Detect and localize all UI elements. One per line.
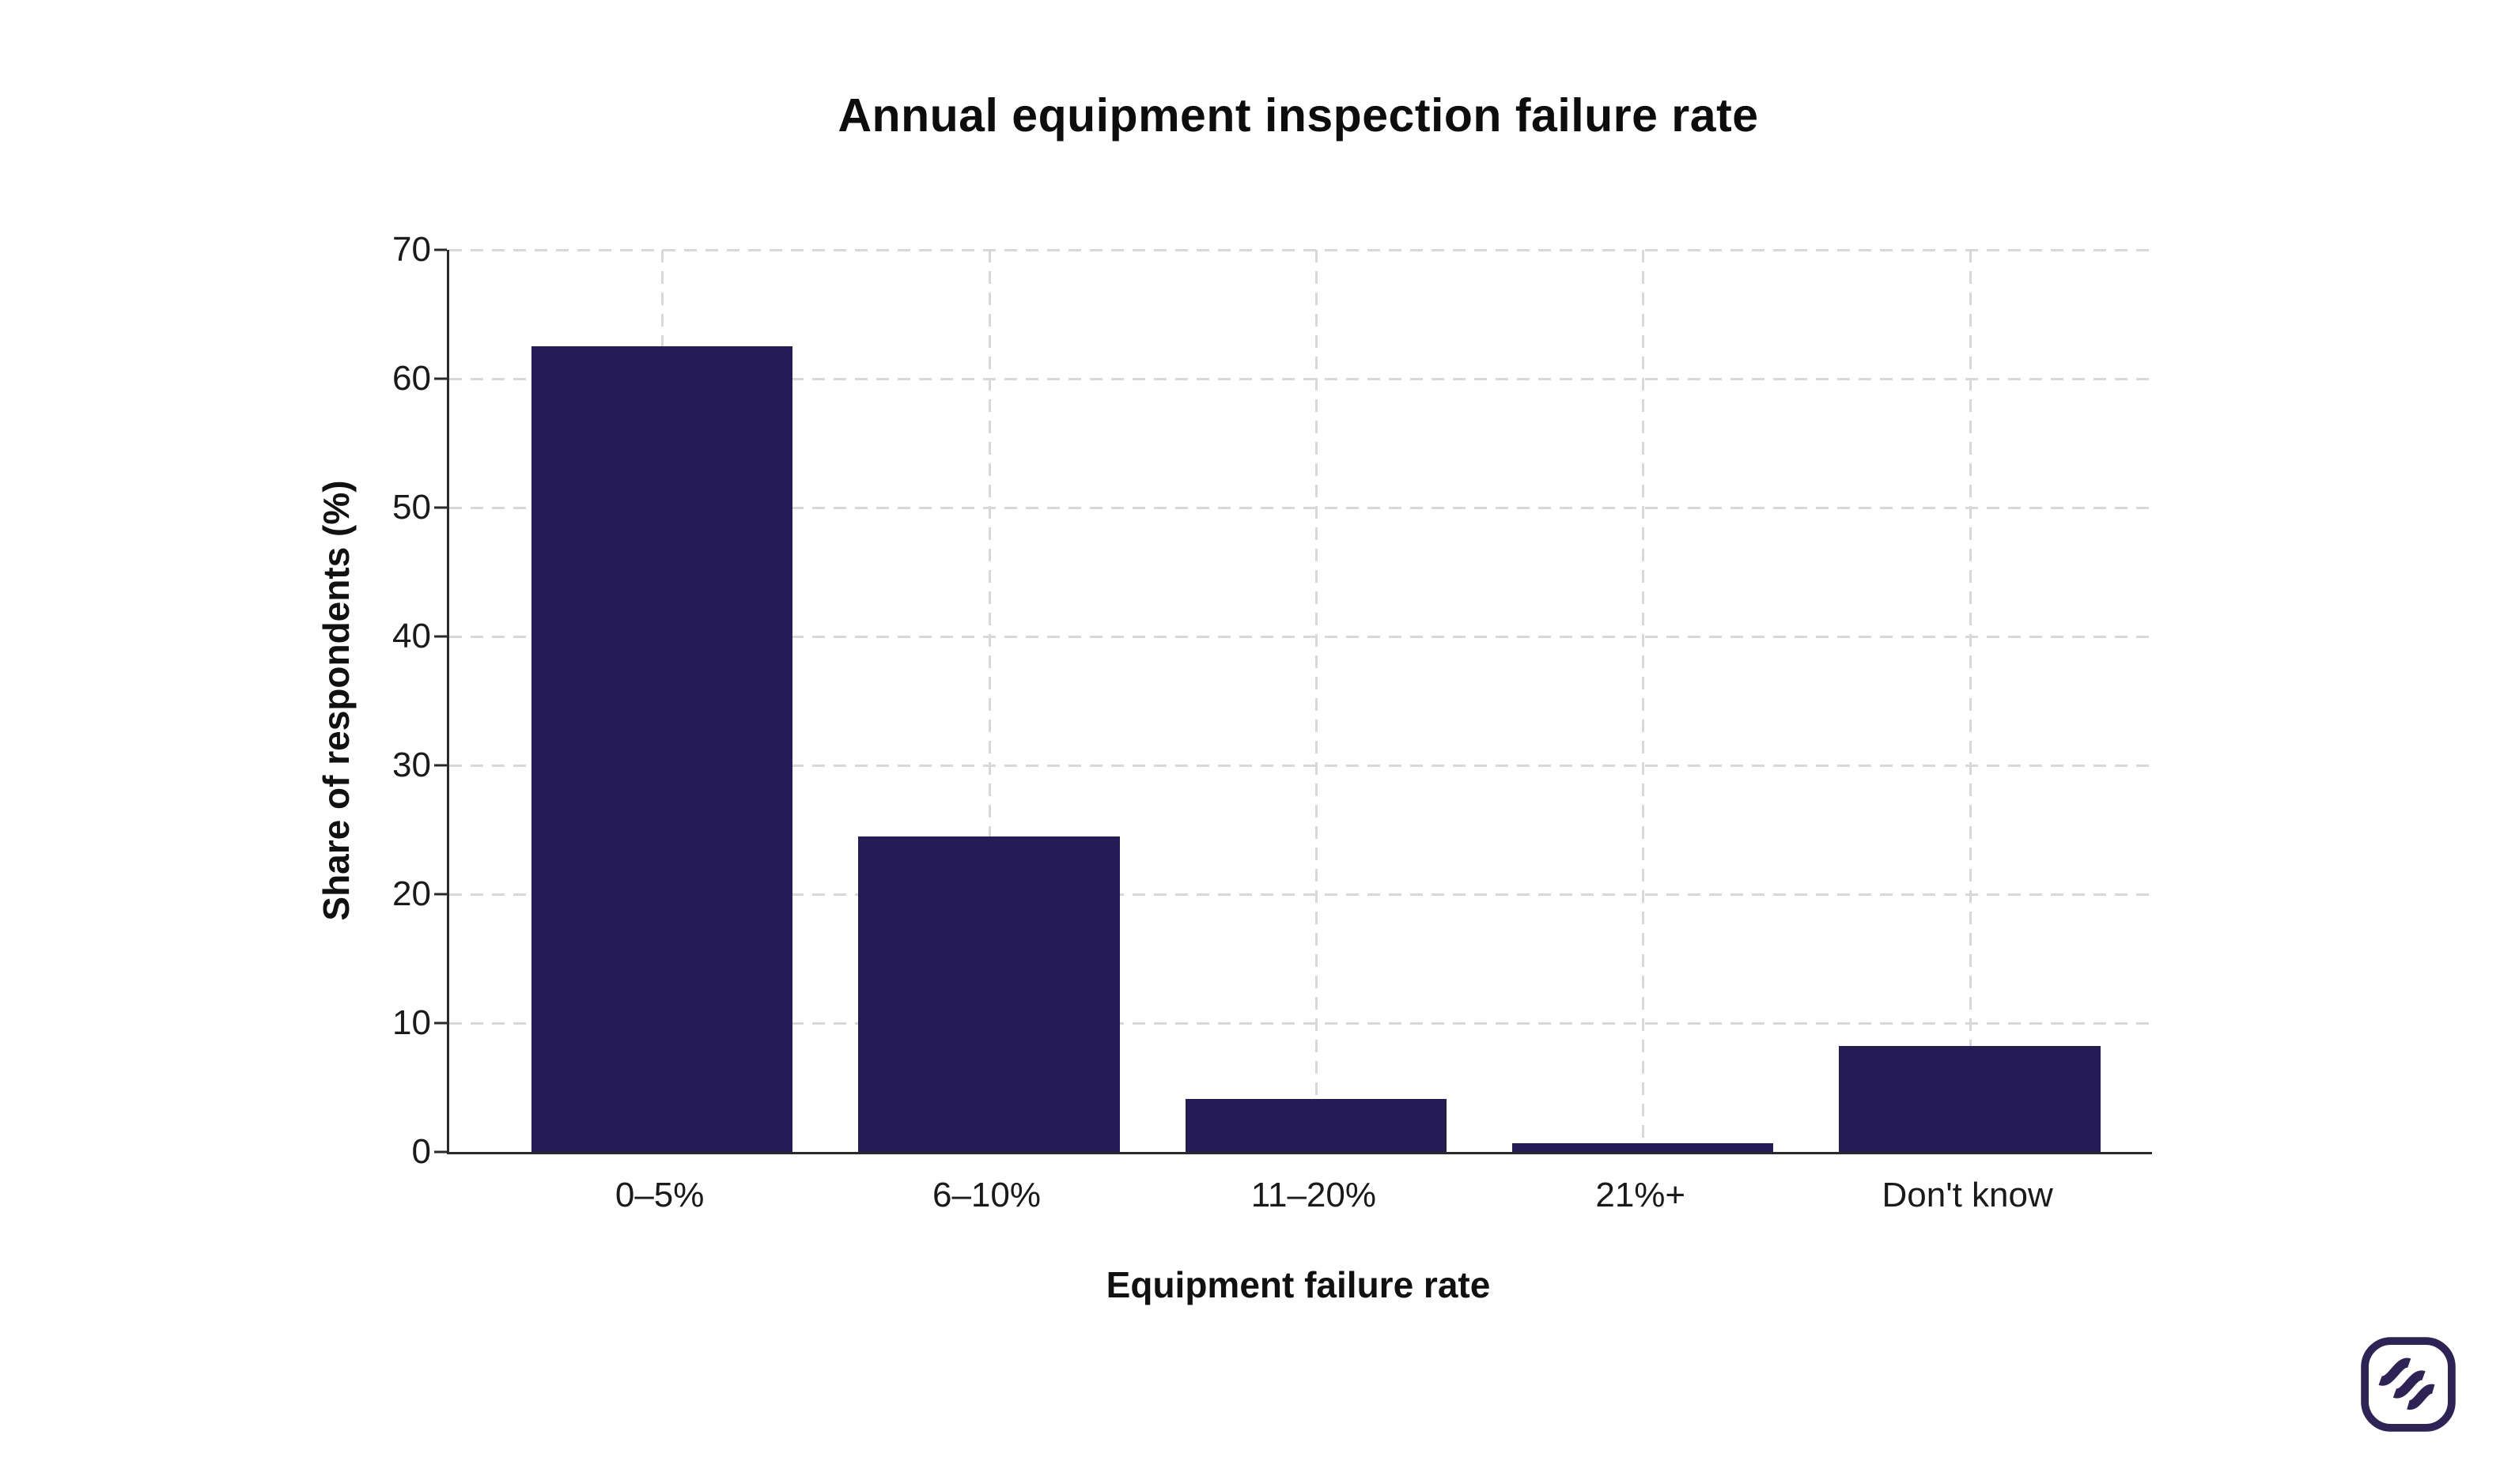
y-tick-mark <box>434 377 447 380</box>
x-tick-label: 11–20% <box>1250 1176 1376 1214</box>
y-tick-mark <box>434 893 447 896</box>
y-tick-label: 30 <box>392 746 431 784</box>
gridline-horizontal <box>449 506 2152 509</box>
y-tick-mark <box>434 248 447 251</box>
y-tick-label: 20 <box>392 874 431 913</box>
bar-4 <box>1512 1142 1774 1152</box>
gridline-vertical <box>1642 250 1645 1152</box>
x-tick-label: 0–5% <box>615 1176 705 1214</box>
x-tick-label: 21%+ <box>1595 1176 1686 1214</box>
y-tick-mark <box>434 506 447 509</box>
gridline-vertical <box>1969 250 1972 1152</box>
bar-5 <box>1839 1046 2101 1152</box>
y-tick-label: 40 <box>392 617 431 655</box>
y-tick-label: 10 <box>392 1003 431 1042</box>
y-axis-title: Share of respondents (%) <box>316 480 357 921</box>
y-tick-mark <box>434 1021 447 1025</box>
gridline-horizontal <box>449 249 2152 251</box>
gridline-horizontal <box>449 764 2152 767</box>
gridline-horizontal <box>449 377 2152 380</box>
y-tick-mark <box>434 1150 447 1154</box>
gridline-horizontal <box>449 893 2152 896</box>
chart-title: Annual equipment inspection failure rate <box>838 89 1759 142</box>
wave-squircle-logo-icon <box>2360 1336 2457 1433</box>
gridline-vertical <box>1314 250 1318 1152</box>
bar-3 <box>1185 1099 1447 1152</box>
gridline-vertical <box>988 250 991 1152</box>
y-tick-mark <box>434 635 447 638</box>
y-tick-mark <box>434 764 447 767</box>
y-tick-label: 0 <box>411 1132 431 1171</box>
gridline-horizontal <box>449 636 2152 638</box>
y-tick-label: 60 <box>392 359 431 398</box>
plot-area <box>447 249 2152 1154</box>
y-tick-label: 70 <box>392 230 431 269</box>
y-tick-label: 50 <box>392 488 431 527</box>
bar-2 <box>858 836 1120 1152</box>
bar-1 <box>531 346 793 1152</box>
x-tick-label: Don't know <box>1882 1176 2053 1214</box>
gridline-horizontal <box>449 1022 2152 1025</box>
x-tick-label: 6–10% <box>932 1176 1042 1214</box>
x-axis-title: Equipment failure rate <box>1106 1264 1491 1305</box>
